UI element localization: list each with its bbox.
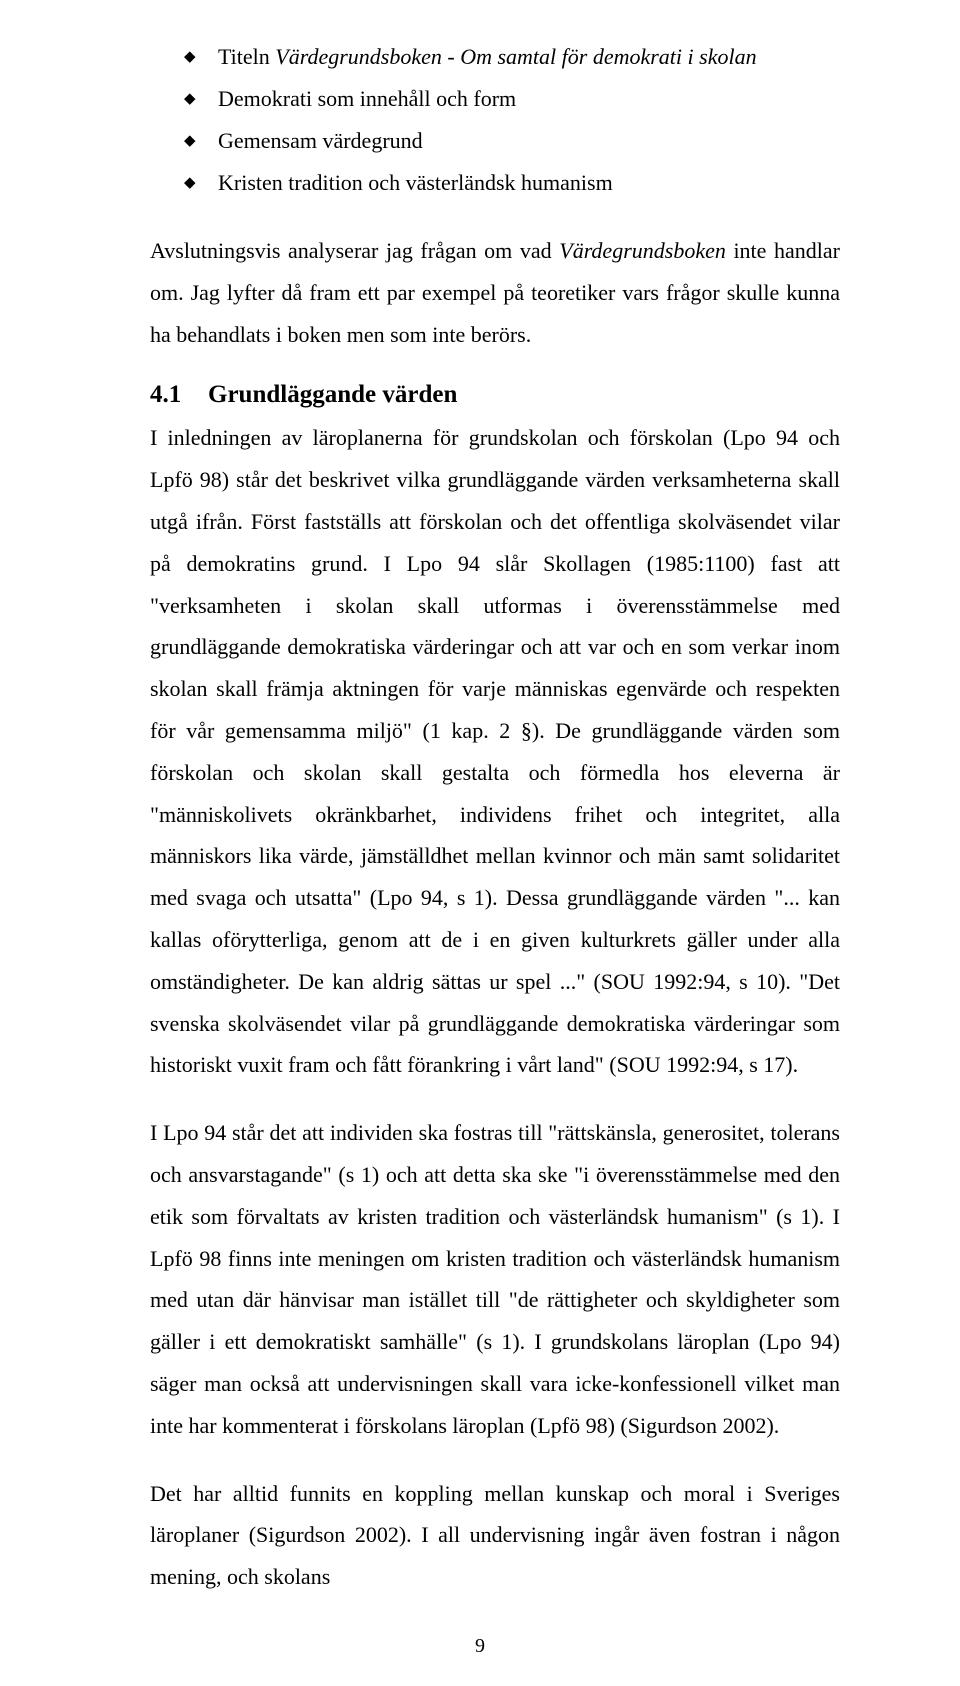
bullet-text: Titeln Värdegrundsboken - Om samtal för …	[218, 36, 840, 78]
section-heading: 4.1 Grundläggande värden	[150, 381, 840, 409]
text-run: Avslutningsvis analyserar jag frågan om …	[150, 238, 559, 263]
bullet-marker-icon: ◆	[184, 78, 218, 120]
text-run: Kristen tradition och västerländsk human…	[218, 170, 613, 195]
page-number: 9	[0, 1635, 960, 1658]
text-run: Demokrati som innehåll och form	[218, 86, 516, 111]
bullet-list: ◆Titeln Värdegrundsboken - Om samtal för…	[184, 36, 840, 204]
bullet-marker-icon: ◆	[184, 162, 218, 204]
heading-title: Grundläggande värden	[208, 381, 457, 409]
bullet-item: ◆Gemensam värdegrund	[184, 120, 840, 162]
bullet-text: Demokrati som innehåll och form	[218, 78, 840, 120]
bullet-text: Kristen tradition och västerländsk human…	[218, 162, 840, 204]
document-page: ◆Titeln Värdegrundsboken - Om samtal för…	[0, 0, 960, 1686]
text-run: Titeln	[218, 44, 275, 69]
bullet-item: ◆Demokrati som innehåll och form	[184, 78, 840, 120]
paragraph-body-3: Det har alltid funnits en koppling mella…	[150, 1473, 840, 1598]
text-run: Gemensam värdegrund	[218, 128, 423, 153]
paragraph-body-1: I inledningen av läroplanerna för grunds…	[150, 417, 840, 1086]
bullet-item: ◆Titeln Värdegrundsboken - Om samtal för…	[184, 36, 840, 78]
bullet-marker-icon: ◆	[184, 36, 218, 78]
text-italic: Värdegrundsboken - Om samtal för demokra…	[275, 44, 756, 69]
paragraph-body-2: I Lpo 94 står det att individen ska fost…	[150, 1112, 840, 1446]
heading-number: 4.1	[150, 381, 208, 409]
bullet-item: ◆Kristen tradition och västerländsk huma…	[184, 162, 840, 204]
bullet-marker-icon: ◆	[184, 120, 218, 162]
bullet-text: Gemensam värdegrund	[218, 120, 840, 162]
text-italic: Värdegrundsboken	[559, 238, 726, 263]
paragraph-intro: Avslutningsvis analyserar jag frågan om …	[150, 230, 840, 355]
